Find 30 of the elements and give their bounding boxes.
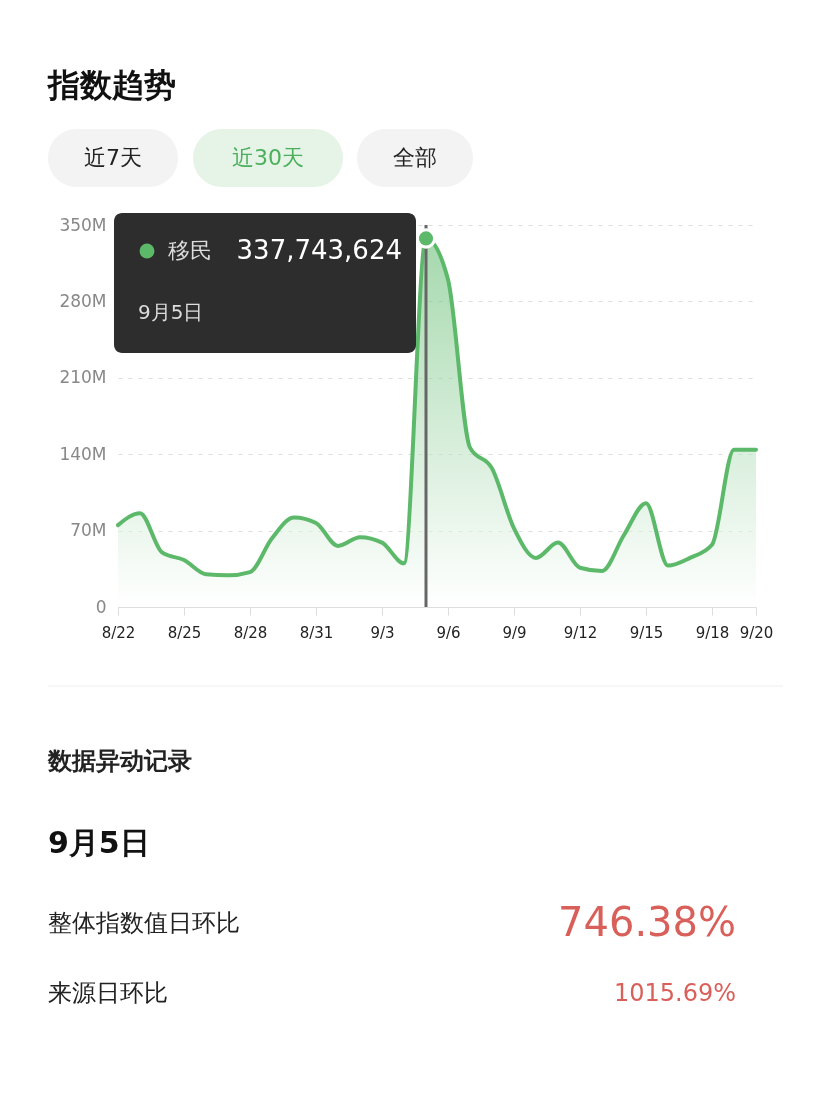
x-tick-label: 9/6 (436, 623, 461, 642)
x-tick-label: 8/31 (299, 623, 334, 642)
legend-label: 移民 (168, 238, 212, 263)
x-tick-label: 8/22 (101, 623, 136, 642)
x-tick-label: 8/28 (233, 623, 268, 642)
y-tick-label: 140M (59, 443, 107, 464)
text: 1015.69% (613, 979, 736, 1007)
x-tick-label: 8/25 (167, 623, 202, 642)
y-tick-label: 280M (59, 290, 107, 311)
x-tick-label: 9/18 (695, 623, 730, 642)
y-tick-label: 350M (59, 214, 107, 235)
x-tick-label: 9/20 (739, 623, 774, 642)
text: 整体指数值日环比 (48, 909, 240, 937)
y-tick-label: 210M (59, 367, 107, 388)
y-tick-label: 70M (70, 520, 107, 541)
text: 数据异动记录 (47, 747, 192, 775)
text: 近30天 (232, 145, 304, 170)
text: 近7天 (84, 145, 142, 170)
x-tick-label: 9/3 (370, 623, 395, 642)
x-tick-label: 9/12 (563, 623, 598, 642)
text: 全部 (393, 145, 437, 170)
x-tick-label: 9/15 (629, 623, 664, 642)
x-tick-label: 9/9 (502, 623, 527, 642)
y-tick-label: 0 (95, 596, 107, 617)
annotation: 9月5日 (138, 300, 204, 324)
chart-title: 指数趋势 (45, 66, 176, 104)
data-label: 337,743,624 (236, 235, 402, 265)
text: 来源日环比 (48, 979, 168, 1007)
text: 746.38% (558, 899, 736, 945)
text: 9月5日 (48, 825, 150, 860)
